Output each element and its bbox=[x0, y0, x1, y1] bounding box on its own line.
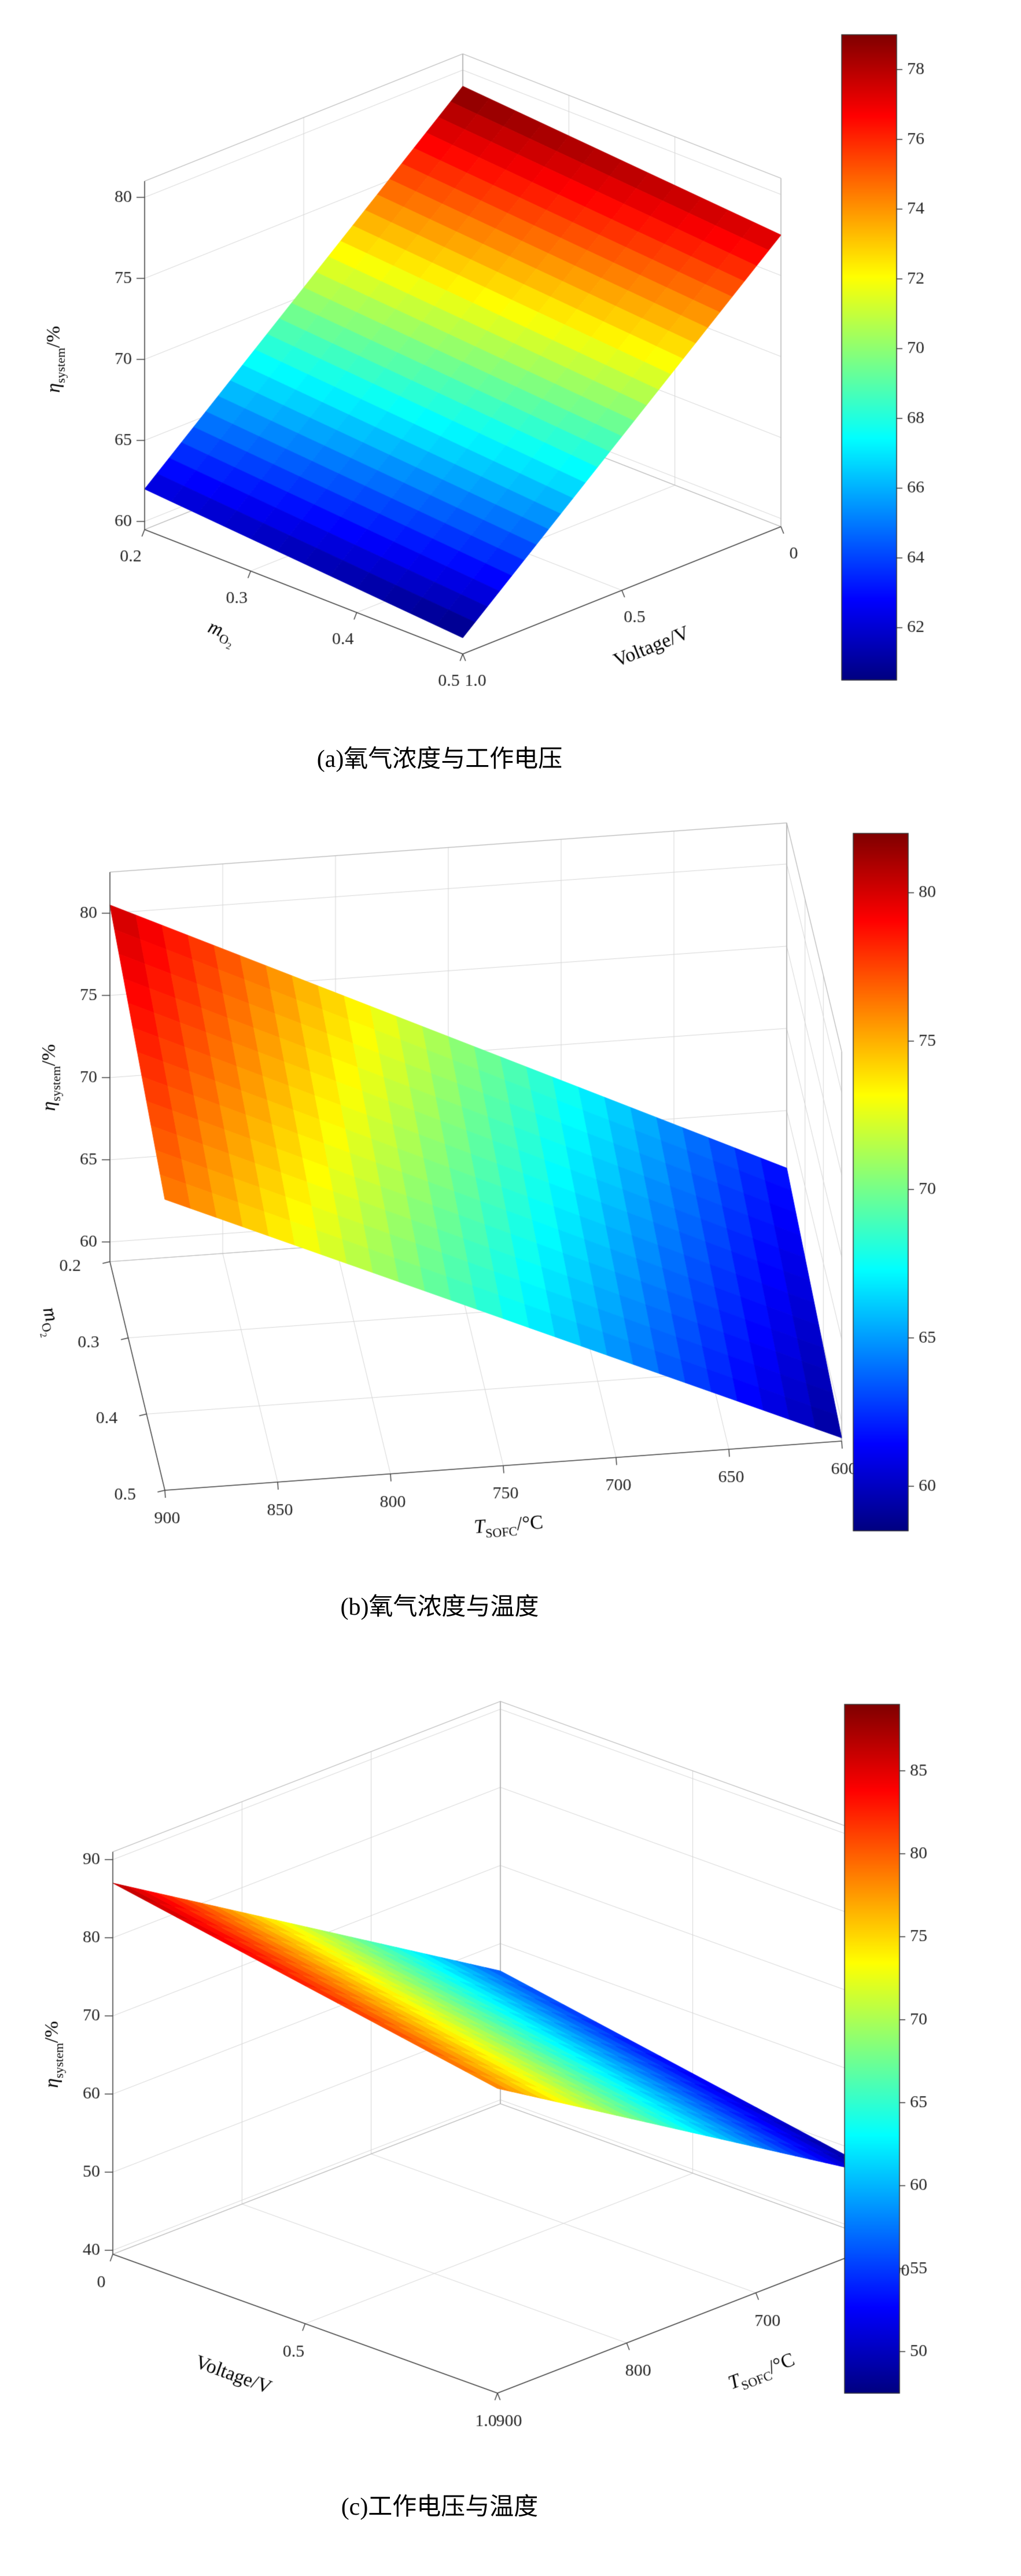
figure-caption-text: (a)氧气浓度与工作电压 bbox=[316, 746, 563, 773]
figure-caption-a: (a)氧气浓度与工作电压 bbox=[0, 732, 879, 787]
figure-c: (c)工作电压与温度 bbox=[0, 1670, 1021, 2535]
figure-caption-text: (b)氧气浓度与温度 bbox=[340, 1594, 539, 1620]
surface-chart-oxygen-vs-temperature bbox=[0, 810, 1021, 1580]
figure-caption-text: (c)工作电压与温度 bbox=[341, 2494, 539, 2520]
figure-a: (a)氧气浓度与工作电压 bbox=[0, 9, 1021, 787]
figure-caption-b: (b)氧气浓度与温度 bbox=[0, 1580, 879, 1635]
figure-caption-c: (c)工作电压与温度 bbox=[0, 2480, 879, 2535]
surface-chart-oxygen-vs-voltage bbox=[0, 9, 1021, 732]
surface-chart-voltage-vs-temperature bbox=[0, 1670, 1021, 2480]
figure-b: (b)氧气浓度与温度 bbox=[0, 810, 1021, 1635]
